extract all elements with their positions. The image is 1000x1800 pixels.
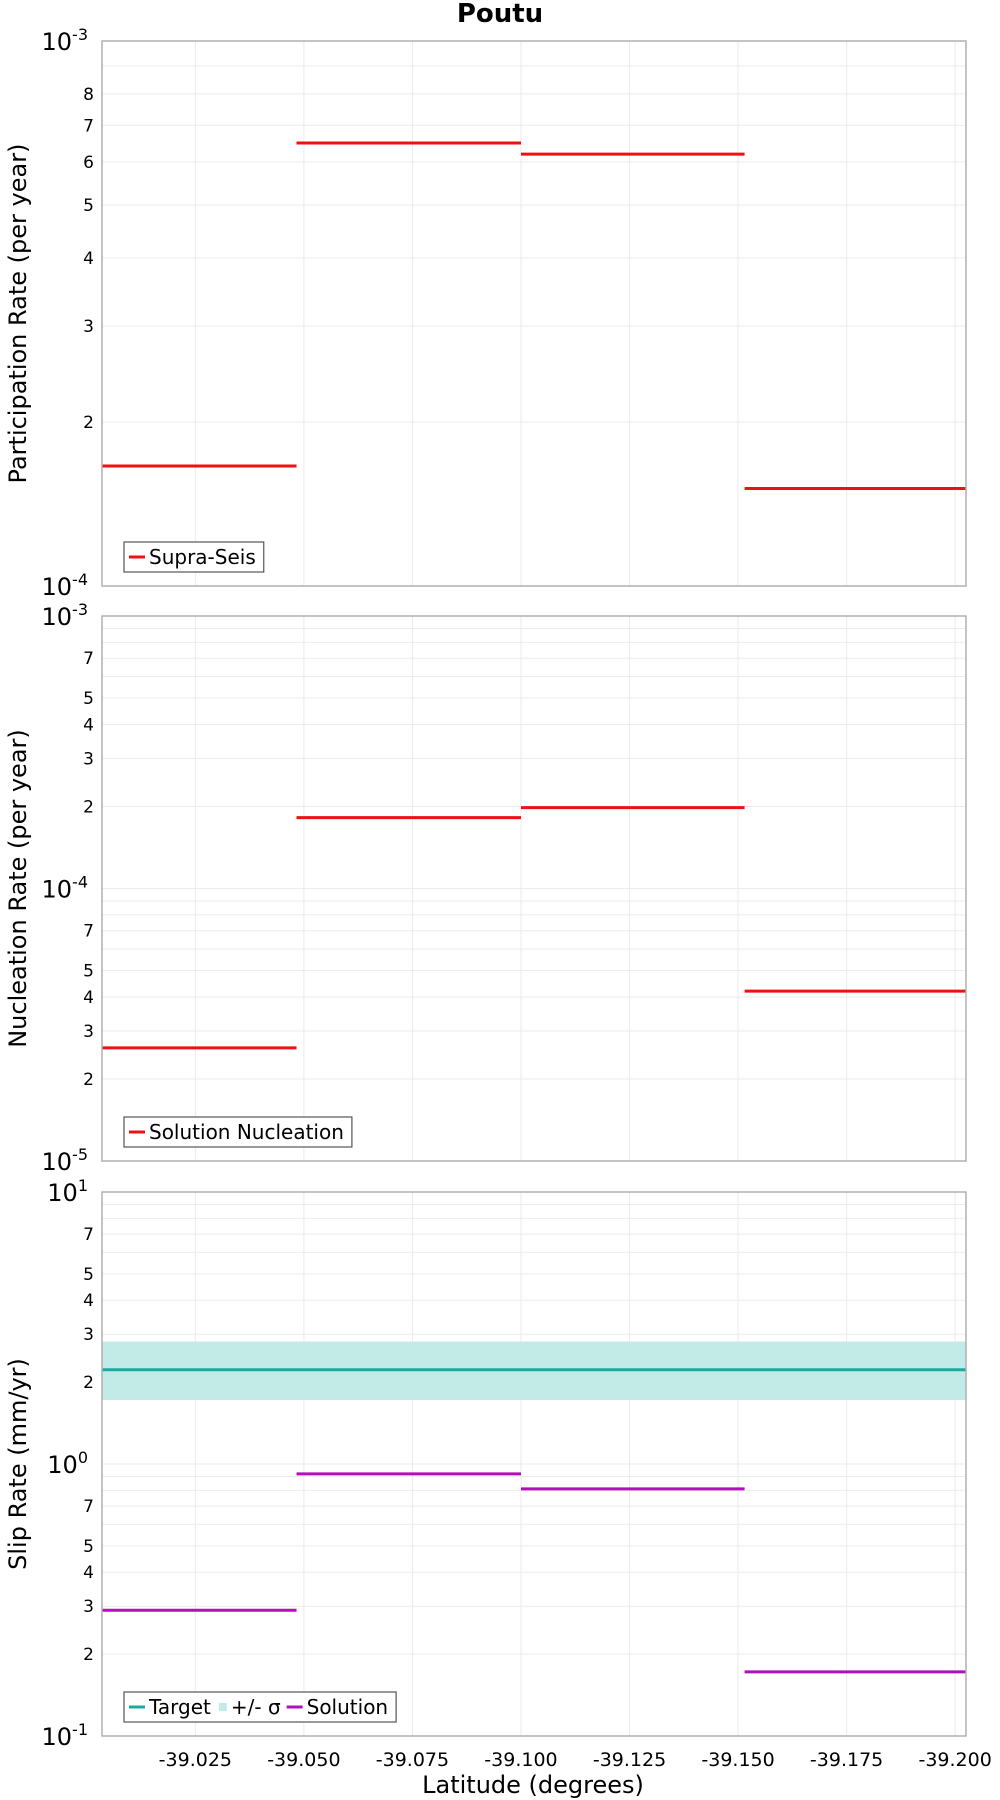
plot-frame xyxy=(101,40,967,587)
y-minor-tick-label: 2 xyxy=(83,1070,94,1090)
y-minor-tick-label: 5 xyxy=(83,689,94,709)
y-minor-tick-label: 7 xyxy=(83,922,94,942)
y-axis-label: Slip Rate (mm/yr) xyxy=(4,1358,32,1570)
y-minor-tick-label: 7 xyxy=(83,116,94,136)
grid-lines xyxy=(102,616,966,1162)
y-minor-tick-label: 3 xyxy=(83,1325,94,1345)
x-axis-label: Latitude (degrees) xyxy=(422,1771,644,1799)
y-minor-tick-label: 2 xyxy=(83,1373,94,1393)
legend-label-target: Target xyxy=(148,1695,211,1719)
y-tick-label: 10-1 xyxy=(42,1720,89,1751)
y-tick-label: 10-4 xyxy=(42,873,89,904)
y-minor-tick-label: 4 xyxy=(83,249,94,269)
legend-label-solution: Solution xyxy=(307,1695,388,1719)
legend: Supra-Seis xyxy=(123,541,265,573)
x-tick-label: -39.125 xyxy=(593,1749,666,1771)
y-minor-tick-label: 4 xyxy=(83,715,94,735)
legend-box xyxy=(123,1691,397,1723)
y-minor-tick-label: 8 xyxy=(83,85,94,105)
legend-label-supra-seis: Supra-Seis xyxy=(149,545,256,569)
legend-swatch-band xyxy=(218,1703,227,1711)
plot-frame xyxy=(101,1191,967,1737)
chart-title: Poutu xyxy=(457,0,543,29)
y-minor-tick-label: 5 xyxy=(83,1265,94,1285)
chart-panel-1: 10-4 10-3 2 3 4 5 6 7 8 Participation Rate (per y… xyxy=(4,25,967,601)
y-minor-tick-label: 5 xyxy=(83,962,94,982)
y-minor-tick-label: 2 xyxy=(83,413,94,433)
y-minor-tick-label: 2 xyxy=(83,1645,94,1665)
legend: Solution Nucleation xyxy=(123,1116,353,1148)
y-minor-tick-label: 5 xyxy=(83,196,94,216)
y-axis-label: Nucleation Rate (per year) xyxy=(4,729,32,1048)
x-tick-label: -39.100 xyxy=(484,1749,557,1771)
plot-frame xyxy=(101,615,967,1162)
chart-panel-2: 10-5 10-4 10-3 2 3 4 5 7 2 3 4 5 7 Nucleation Rate (p… xyxy=(4,600,967,1176)
y-minor-tick-label: 7 xyxy=(83,649,94,669)
y-minor-tick-label: 4 xyxy=(83,1563,94,1583)
y-axis-label: Participation Rate (per year) xyxy=(4,144,32,484)
legend-box xyxy=(123,541,265,573)
legend-label-band: +/- σ xyxy=(231,1695,281,1719)
y-minor-tick-label: 3 xyxy=(83,317,94,337)
y-minor-tick-label: 7 xyxy=(83,1225,94,1245)
y-tick-label: 10-4 xyxy=(42,570,89,601)
y-tick-label: 10-3 xyxy=(42,25,89,56)
y-minor-tick-label: 3 xyxy=(83,1597,94,1617)
legend: Target +/- σ Solution xyxy=(123,1691,397,1723)
x-tick-label: -39.175 xyxy=(810,1749,883,1771)
legend-box xyxy=(123,1116,353,1148)
x-tick-label: -39.075 xyxy=(376,1749,449,1771)
y-tick-label: 101 xyxy=(47,1176,88,1207)
x-tick-label: -39.200 xyxy=(918,1749,991,1771)
y-minor-tick-label: 4 xyxy=(83,1291,94,1311)
grid-lines xyxy=(102,1192,966,1737)
x-tick-label: -39.150 xyxy=(701,1749,774,1771)
plot-area xyxy=(102,41,966,586)
y-tick-label: 10-3 xyxy=(42,600,89,631)
y-minor-tick-label: 7 xyxy=(83,1497,94,1517)
y-tick-label: 10-5 xyxy=(42,1145,89,1176)
y-minor-tick-label: 2 xyxy=(83,797,94,817)
y-tick-label: 100 xyxy=(47,1448,88,1479)
chart-panel-3: 10-1 100 101 2 3 4 5 7 2 3 4 5 7 -39.025 -39.050 -39.07… xyxy=(4,1176,992,1771)
y-minor-tick-label: 4 xyxy=(83,988,94,1008)
y-minor-tick-label: 3 xyxy=(83,749,94,769)
y-minor-tick-label: 3 xyxy=(83,1022,94,1042)
legend-label-solution-nucleation: Solution Nucleation xyxy=(149,1120,344,1144)
y-minor-tick-label: 6 xyxy=(83,153,94,173)
y-minor-tick-label: 5 xyxy=(83,1537,94,1557)
x-tick-label: -39.025 xyxy=(159,1749,232,1771)
x-tick-label: -39.050 xyxy=(267,1749,340,1771)
